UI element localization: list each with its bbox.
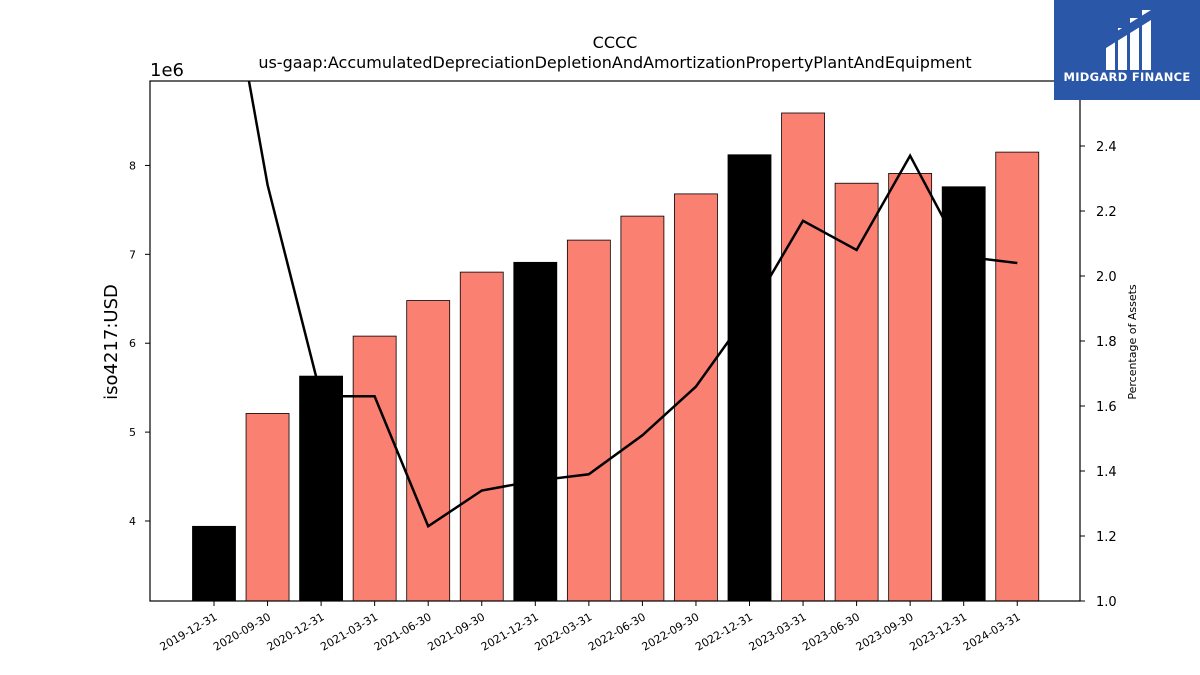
logo-mark-icon	[1106, 10, 1151, 70]
bar	[781, 112, 825, 602]
bar	[299, 375, 344, 602]
bar	[352, 335, 397, 602]
y2-tick-label: 1.2	[1096, 530, 1117, 545]
x-tick-label: 2021-12-31	[479, 610, 541, 653]
x-tick-label: 2022-06-30	[586, 610, 648, 653]
y2-tick-label: 2.2	[1096, 205, 1117, 220]
x-tick-label: 2024-03-31	[961, 610, 1023, 653]
y2-tick-label: 1.4	[1096, 465, 1117, 480]
bar	[459, 271, 504, 602]
x-tick-label: 2023-12-31	[907, 610, 969, 653]
x-tick-label: 2020-12-31	[265, 610, 327, 653]
y-tick-label: 8	[129, 159, 136, 172]
bar	[620, 215, 665, 602]
bar	[888, 173, 933, 602]
y2-tick-label: 1.0	[1096, 595, 1117, 610]
y2-axis-label: Percentage of Assets	[1126, 284, 1139, 400]
y-tick-label: 6	[129, 337, 136, 350]
chart-subtitle: us-gaap:AccumulatedDepreciationDepletion…	[258, 53, 971, 72]
y2-tick-label: 2.0	[1096, 270, 1117, 285]
x-tick-label: 2021-09-30	[425, 610, 487, 653]
bar	[941, 186, 986, 602]
bar	[727, 154, 772, 602]
bar	[834, 182, 879, 602]
bar	[513, 261, 558, 602]
bar	[566, 239, 611, 602]
bar	[995, 151, 1040, 602]
series-line	[247, 81, 1018, 529]
x-tick-label: 2022-12-31	[693, 610, 755, 653]
x-tick-label: 2023-03-31	[747, 610, 809, 653]
x-tick-label: 2020-09-30	[211, 610, 273, 653]
x-tick-label: 2019-12-31	[158, 610, 220, 653]
y2-tick-label: 1.8	[1096, 335, 1117, 350]
bar	[192, 525, 236, 602]
y-tick-label: 5	[129, 426, 136, 439]
x-tick-label: 2022-09-30	[640, 610, 702, 653]
y2-tick-label: 2.4	[1096, 140, 1117, 155]
y-axis-label: iso4217:USD	[101, 284, 122, 400]
chart-title: CCCC	[593, 33, 638, 52]
brand-logo: MIDGARD FINANCE	[1054, 0, 1200, 100]
x-tick-label: 2021-06-30	[372, 610, 434, 653]
x-tick-label: 2023-06-30	[800, 610, 862, 653]
x-tick-label: 2021-03-31	[318, 610, 380, 653]
x-tick-label: 2023-09-30	[854, 610, 916, 653]
x-tick-label: 2022-03-31	[532, 610, 594, 653]
bar	[245, 413, 290, 602]
y-tick-label: 7	[129, 248, 136, 261]
logo-text: MIDGARD FINANCE	[1063, 70, 1191, 84]
y-scale-label: 1e6	[150, 60, 184, 81]
y-tick-label: 4	[129, 515, 136, 528]
y2-tick-label: 1.6	[1096, 400, 1117, 415]
bar	[406, 300, 451, 602]
plot-frame	[149, 80, 1081, 602]
bar	[674, 193, 718, 602]
